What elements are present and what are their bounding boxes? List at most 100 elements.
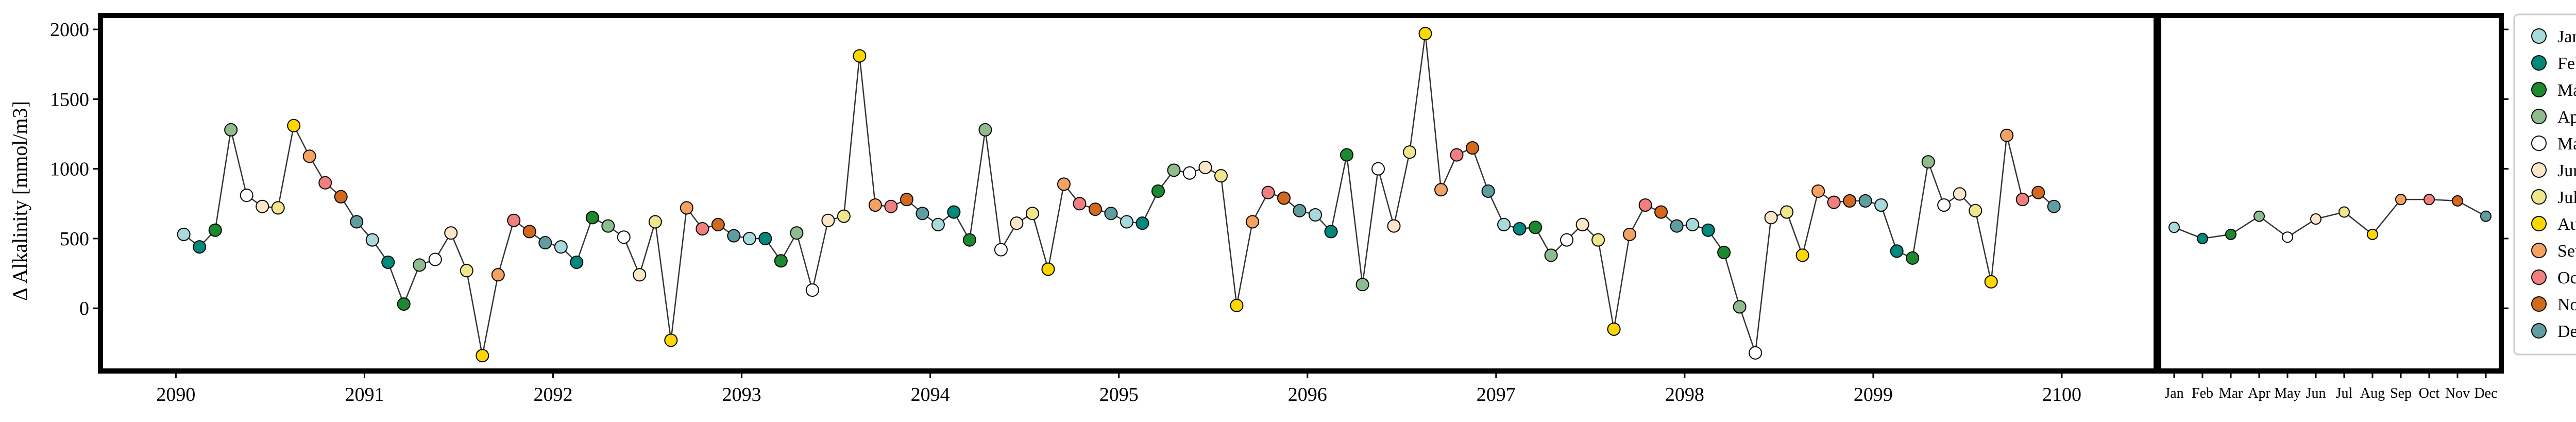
data-point (460, 264, 473, 278)
data-point (837, 209, 851, 223)
data-point (2000, 128, 2014, 142)
data-point (1780, 205, 1794, 219)
data-point (1575, 217, 1589, 231)
data-point (1749, 346, 1762, 360)
data-point (1340, 148, 1354, 162)
legend-marker (2531, 323, 2547, 339)
legend-label: Nov (2557, 295, 2576, 314)
data-point (727, 229, 741, 243)
data-point (256, 199, 269, 213)
data-point (1874, 198, 1888, 212)
clim-data-point (2424, 194, 2435, 206)
clim-x-tick-label: Dec (2474, 385, 2497, 401)
data-point (931, 217, 945, 231)
data-point (853, 49, 867, 63)
data-point (742, 231, 756, 245)
data-point (1120, 215, 1133, 229)
data-point (522, 225, 536, 239)
y-tick-label: 1500 (50, 89, 89, 110)
data-point (1151, 184, 1165, 198)
data-point (711, 217, 725, 231)
data-point (994, 243, 1008, 257)
data-point (1591, 233, 1605, 247)
data-point (271, 201, 285, 215)
data-point (1214, 169, 1228, 183)
clim-series-line (2174, 198, 2486, 240)
data-point (476, 349, 489, 363)
data-point (1654, 205, 1668, 219)
data-point (381, 255, 395, 269)
clim-x-tick-label: Feb (2192, 385, 2213, 401)
month-legend: Jan Feb Mar Apr May June July Aug Sept Oct Nov Dec (2513, 13, 2576, 356)
data-point (1041, 262, 1055, 276)
legend-marker (2531, 82, 2547, 97)
data-point (413, 258, 427, 272)
data-point (302, 149, 316, 163)
data-point (1560, 233, 1574, 247)
legend-label: June (2557, 161, 2576, 180)
data-point (1466, 141, 1480, 155)
legend-marker (2531, 189, 2547, 205)
data-point (1827, 195, 1841, 209)
clim-plot-frame (2156, 13, 2504, 374)
legend-marker (2531, 269, 2547, 285)
data-point (1403, 145, 1417, 159)
data-point (1811, 184, 1825, 198)
clim-x-tick-label: Oct (2419, 385, 2440, 401)
y-tick-label: 500 (60, 228, 89, 250)
legend-label: Dec (2557, 322, 2576, 341)
data-point (900, 193, 913, 207)
x-tick-label: 2100 (2042, 384, 2081, 406)
data-point (664, 333, 678, 347)
monthly-climatology-panel: Jan Feb Mar Apr May Jun Jul Aug Sep Oct Nov Dec (2156, 13, 2509, 401)
data-point (648, 215, 662, 229)
data-point (334, 190, 348, 204)
clim-x-tick-label: Aug (2360, 385, 2385, 401)
data-point (1969, 204, 1982, 217)
x-tick-label: 2096 (1288, 384, 1327, 406)
data-point (1355, 278, 1369, 292)
data-point (1795, 248, 1809, 262)
data-point (1890, 244, 1904, 258)
clim-data-point (2225, 228, 2236, 240)
data-point (585, 211, 599, 225)
clim-x-tick-label: May (2274, 385, 2300, 401)
data-point (978, 123, 992, 137)
data-point (1418, 27, 1432, 41)
main-time-series-panel: 0 500 1000 1500 2000 2090 2091 2092 2093 2094 2095… (50, 13, 2159, 406)
data-point (1167, 163, 1181, 177)
data-point (1513, 222, 1527, 235)
data-point (287, 119, 301, 132)
legend-marker (2531, 243, 2547, 258)
clim-data-point (2338, 206, 2350, 218)
data-point (1088, 202, 1102, 216)
clim-data-point (2282, 231, 2293, 243)
legend-marker (2531, 162, 2547, 178)
data-point (1104, 207, 1118, 221)
data-point (554, 240, 568, 254)
data-point (790, 226, 804, 240)
clim-x-tick-label: Apr (2248, 385, 2270, 401)
data-point (1529, 221, 1543, 234)
data-point (1670, 219, 1684, 233)
legend-marker (2531, 136, 2547, 151)
legend-label: Sept (2557, 242, 2576, 261)
x-tick-label: 2097 (1477, 384, 1516, 406)
data-point (507, 213, 521, 227)
data-point (1450, 148, 1464, 162)
data-point (1387, 219, 1401, 233)
data-point (774, 254, 788, 268)
y-tick-label: 2000 (50, 19, 89, 41)
clim-data-point (2452, 195, 2463, 207)
clim-data-point (2253, 210, 2265, 222)
x-tick-label: 2099 (1854, 384, 1893, 406)
data-point (1136, 216, 1149, 230)
data-point (1717, 246, 1731, 259)
data-point (1953, 187, 1967, 201)
clim-data-point (2367, 228, 2378, 240)
data-point (1497, 217, 1511, 231)
data-point (1984, 275, 1998, 289)
legend-marker (2531, 109, 2547, 124)
data-point (1245, 215, 1259, 229)
legend-label: May (2557, 134, 2576, 154)
